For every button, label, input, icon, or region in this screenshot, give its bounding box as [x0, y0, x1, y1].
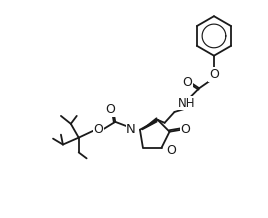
Text: O: O [183, 76, 192, 89]
Text: N: N [126, 123, 136, 136]
Text: O: O [209, 68, 219, 81]
Text: O: O [180, 123, 190, 136]
Text: NH: NH [178, 97, 195, 110]
Text: O: O [167, 144, 176, 157]
Text: O: O [94, 123, 103, 136]
Polygon shape [142, 118, 157, 130]
Text: O: O [105, 104, 115, 116]
